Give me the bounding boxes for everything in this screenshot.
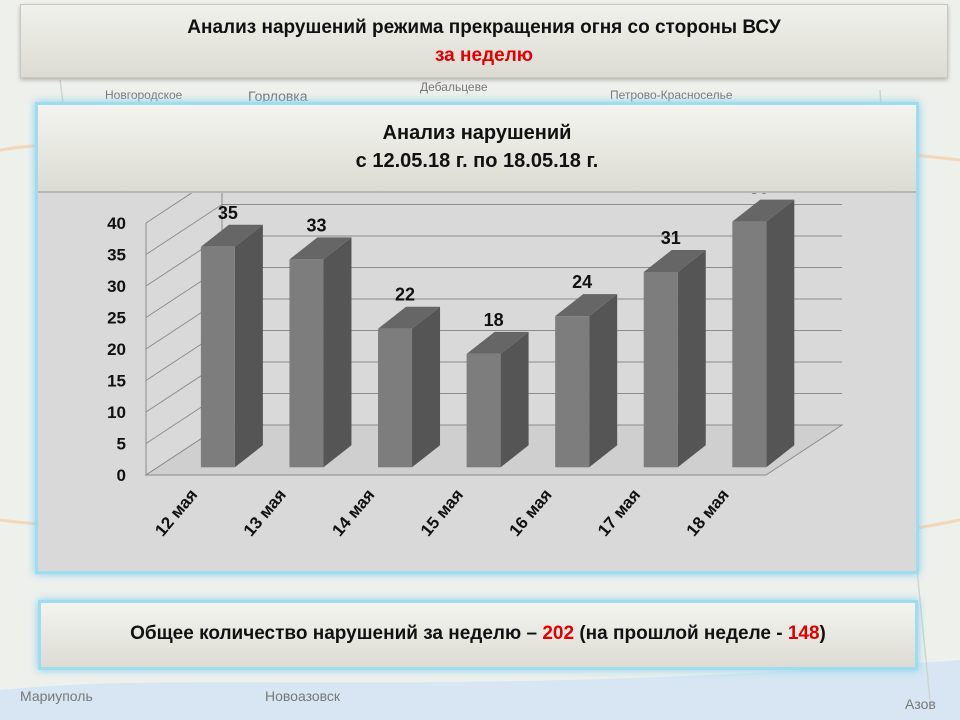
- y-tick-label: 15: [107, 372, 126, 391]
- y-tick-label: 20: [107, 340, 126, 359]
- bar-side: [500, 331, 529, 468]
- bar: [643, 272, 678, 468]
- bar-side: [589, 294, 618, 468]
- total-text-middle: (на прошлой неделе -: [574, 623, 788, 644]
- x-tick-label: 13 мая: [240, 485, 290, 540]
- map-label-debaltseve: Дебальцеве: [420, 80, 488, 94]
- data-label: 24: [572, 272, 592, 292]
- gridline-side: [145, 193, 193, 224]
- total-text-before: Общее количество нарушений за неделю –: [130, 623, 543, 644]
- x-tick-label: 12 мая: [151, 485, 201, 540]
- map-label-azov: Азов: [905, 696, 936, 712]
- bar-top: [643, 250, 706, 272]
- page-subtitle: за неделю: [434, 45, 533, 66]
- x-tick-label: 17 мая: [594, 485, 644, 540]
- gridline-side: [145, 204, 223, 255]
- bar: [555, 316, 590, 468]
- x-tick-label: 15 мая: [417, 485, 467, 540]
- bar: [732, 221, 767, 468]
- total-summary-box: Общее количество нарушений за неделю – 2…: [38, 600, 918, 670]
- data-label: 31: [661, 228, 681, 248]
- data-label: 35: [218, 203, 238, 223]
- y-tick-label: 0: [117, 466, 126, 485]
- bar-top: [289, 237, 352, 260]
- y-tick-label: 40: [107, 214, 126, 233]
- previous-week-count: 148: [787, 623, 820, 644]
- data-label: 18: [484, 310, 504, 330]
- header-banner: Анализ нарушений режима прекращения огня…: [20, 4, 948, 78]
- y-tick-label: 10: [107, 403, 126, 422]
- bar-side: [323, 237, 352, 468]
- x-tick-label: 14 мая: [328, 485, 378, 540]
- bar: [378, 328, 413, 468]
- total-count: 202: [542, 623, 575, 644]
- map-label-mariupol: Мариуполь: [20, 688, 93, 704]
- y-tick-label: 35: [107, 246, 126, 265]
- chart-title-banner: Анализ нарушений с 12.05.18 г. по 18.05.…: [38, 105, 916, 193]
- bar-side: [234, 224, 263, 468]
- data-label: 22: [395, 285, 415, 305]
- map-label-gorlovka: Горловка: [248, 88, 308, 104]
- total-text-after: ): [819, 623, 826, 644]
- y-tick-label: 5: [117, 435, 126, 454]
- bar-top: [378, 306, 441, 329]
- chart-title-line1: Анализ нарушений: [382, 122, 572, 144]
- map-label-novgorodskoe: Новгородское: [105, 88, 183, 102]
- data-label: 39: [749, 193, 769, 198]
- bar: [466, 353, 501, 468]
- bar-top: [466, 331, 529, 354]
- x-tick-label: 18 мая: [683, 485, 733, 540]
- y-tick-label: 30: [107, 277, 126, 296]
- bar-top: [555, 294, 618, 317]
- y-tick-label: 25: [107, 309, 126, 328]
- bar-top: [200, 224, 263, 247]
- page-title: Анализ нарушений режима прекращения огня…: [187, 17, 781, 38]
- bar-chart: 0 5 10 15 20 25 30 35 40 35 12 мая 33 13 мая 22 14 мая…: [107, 193, 844, 540]
- map-label-novoazovsk: Новоазовск: [265, 688, 341, 704]
- data-label: 33: [306, 215, 326, 235]
- bar-top: [732, 199, 795, 222]
- bar: [289, 259, 324, 468]
- bar-side: [412, 306, 441, 468]
- bar-side: [766, 199, 795, 468]
- bar-side: [677, 250, 706, 468]
- bar: [200, 246, 235, 468]
- x-tick-label: 16 мая: [505, 485, 555, 540]
- chart-title-line2: с 12.05.18 г. по 18.05.18 г.: [355, 150, 599, 172]
- map-label-petrovo: Петрово-Красноселье: [610, 88, 733, 102]
